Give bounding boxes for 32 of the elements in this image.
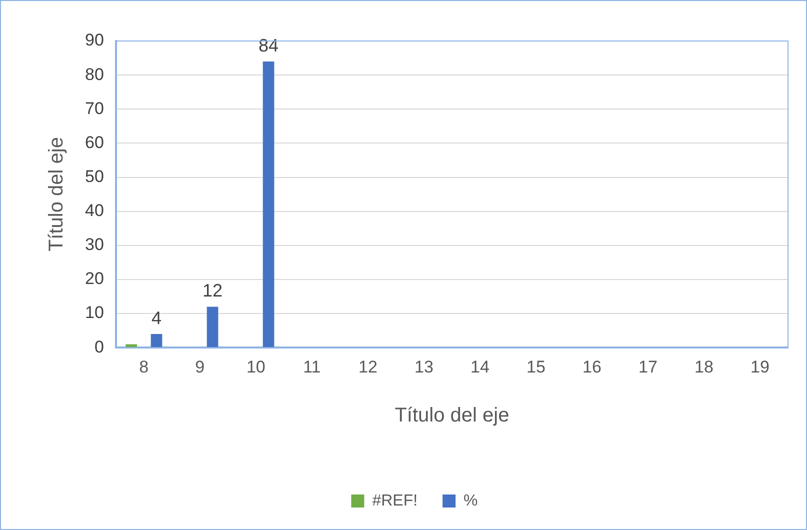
y-tick-label: 50 bbox=[84, 166, 104, 186]
x-tick-label: 8 bbox=[139, 357, 149, 376]
x-tick-label: 11 bbox=[303, 357, 321, 376]
y-tick-label: 30 bbox=[84, 235, 104, 254]
y-tick-label: 0 bbox=[94, 337, 104, 356]
x-axis-title: Título del eje bbox=[394, 404, 510, 427]
y-axis-title: Título del eje bbox=[46, 137, 68, 252]
y-tick-label: 60 bbox=[84, 132, 104, 152]
y-tick-label: 20 bbox=[84, 269, 104, 288]
x-tick-label: 16 bbox=[582, 357, 602, 376]
x-tick-label: 10 bbox=[246, 357, 266, 376]
x-tick-label: 19 bbox=[750, 357, 770, 376]
bar bbox=[206, 306, 218, 348]
data-label: 4 bbox=[152, 308, 162, 328]
bar bbox=[150, 334, 162, 348]
y-tick-label: 40 bbox=[84, 201, 104, 220]
bar bbox=[126, 344, 137, 348]
y-tick-label: 80 bbox=[84, 64, 104, 84]
x-tick-label: 14 bbox=[470, 357, 490, 376]
x-tick-label: 17 bbox=[638, 357, 658, 376]
x-tick-label: 18 bbox=[694, 357, 714, 376]
data-label: 12 bbox=[202, 280, 223, 301]
legend-label: #REF! bbox=[372, 492, 418, 510]
x-tick-label: 12 bbox=[358, 357, 378, 376]
y-tick-label: 10 bbox=[84, 303, 104, 322]
y-tick-label: 90 bbox=[84, 30, 104, 50]
legend-label: % bbox=[464, 492, 478, 510]
x-tick-label: 13 bbox=[414, 357, 434, 376]
x-tick-label: 15 bbox=[526, 357, 546, 376]
x-tick-label: 9 bbox=[195, 357, 205, 376]
y-tick-label: 70 bbox=[84, 98, 104, 118]
bar bbox=[262, 61, 274, 348]
